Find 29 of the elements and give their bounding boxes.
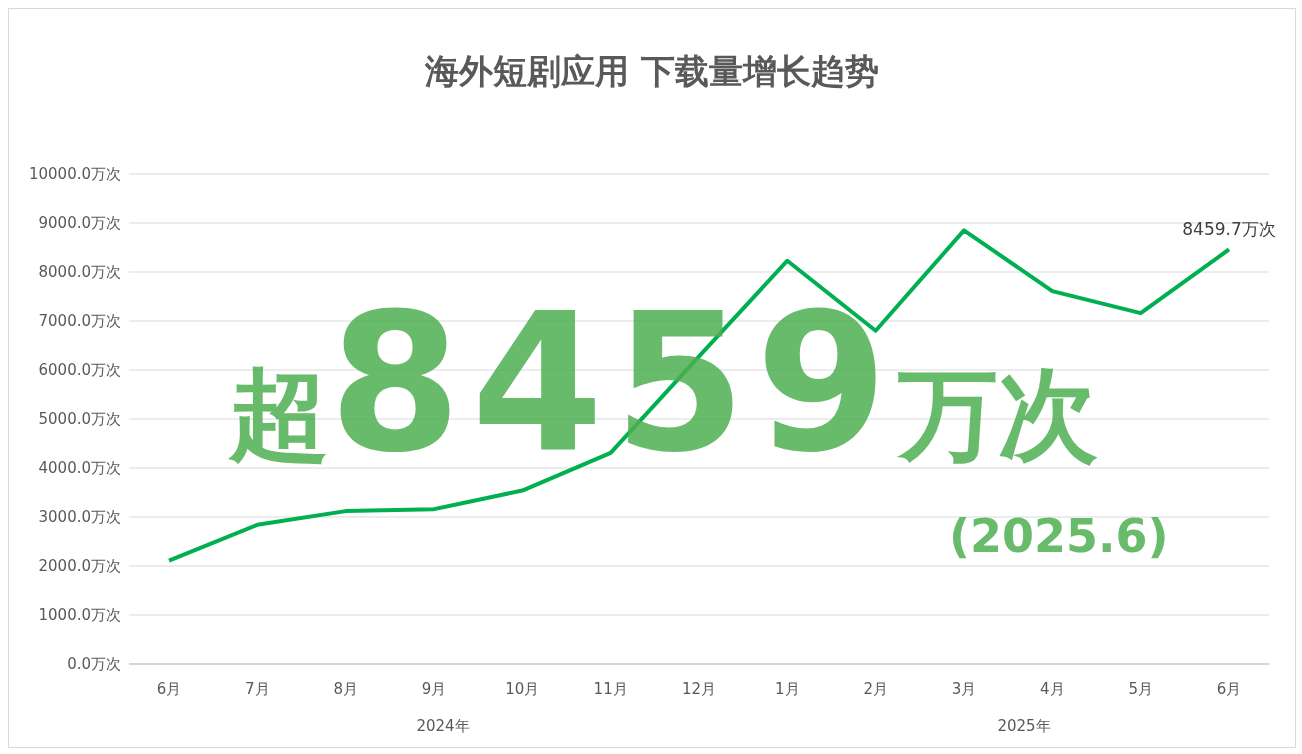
annotation: (2025.6)	[949, 509, 1169, 563]
x-tick-label: 3月	[951, 680, 977, 698]
y-tick-label: 2000.0万次	[38, 557, 121, 576]
y-tick-label: 1000.0万次	[38, 606, 121, 625]
x-tick-label: 11月	[593, 680, 628, 698]
x-tick-label: 6月	[1216, 680, 1242, 698]
data-label: 8459.7万次	[1182, 219, 1276, 240]
x-tick-label: 9月	[421, 680, 447, 698]
x-tick-label: 6月	[156, 680, 182, 698]
y-tick-label: 9000.0万次	[38, 214, 121, 233]
x-tick-label: 4月	[1040, 680, 1065, 698]
y-tick-label: 7000.0万次	[38, 312, 121, 331]
text: 2024年	[415, 717, 471, 736]
x-tick-label: 8月	[333, 680, 358, 698]
x-tick-label: 5月	[1128, 680, 1153, 698]
y-tick-label: 4000.0万次	[38, 459, 121, 478]
y-tick-label: 6000.0万次	[38, 361, 121, 380]
x-tick-label: 7月	[245, 680, 270, 698]
chart-title: 海外短剧应用 下载量增长趋势	[424, 50, 880, 93]
y-tick-label: 3000.0万次	[38, 508, 121, 527]
text: 2025年	[996, 717, 1052, 736]
x-tick-label: 12月	[681, 680, 717, 698]
x-tick-label: 10月	[505, 680, 540, 698]
y-tick-label: 5000.0万次	[38, 410, 121, 429]
y-tick-label: 0.0万次	[67, 655, 121, 674]
x-tick-label: 2月	[863, 680, 888, 698]
y-tick-label: 10000.0万次	[28, 165, 121, 184]
x-tick-label: 1月	[775, 680, 800, 698]
y-tick-label: 8000.0万次	[38, 263, 121, 282]
